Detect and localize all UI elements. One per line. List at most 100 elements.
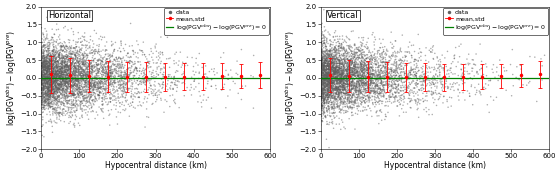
Point	[447, 62, 456, 65]
Point	[38, 62, 46, 65]
Point	[59, 85, 68, 88]
Point	[352, 86, 361, 89]
Point	[69, 88, 78, 91]
Point	[341, 101, 350, 103]
Point	[99, 73, 108, 76]
Point	[319, 99, 328, 102]
Point	[63, 74, 72, 77]
Point	[396, 63, 405, 66]
Point	[317, 72, 326, 75]
Point	[332, 75, 340, 78]
Point	[367, 76, 376, 79]
Point	[80, 70, 88, 73]
Point	[56, 80, 65, 83]
Point	[132, 82, 141, 84]
Point	[317, 57, 326, 60]
Point	[65, 59, 74, 61]
Point	[100, 56, 109, 58]
Point	[454, 61, 463, 63]
Point	[39, 60, 48, 63]
Point	[343, 70, 352, 73]
Point	[433, 57, 442, 59]
Point	[394, 88, 403, 91]
Point	[47, 61, 56, 64]
Point	[356, 89, 365, 92]
Point	[70, 93, 79, 96]
Point	[47, 92, 56, 94]
Point	[320, 91, 329, 94]
Point	[365, 55, 374, 58]
Point	[44, 89, 53, 92]
Point	[333, 74, 342, 77]
Point	[317, 63, 326, 66]
Point	[56, 68, 65, 71]
Point	[85, 90, 94, 93]
Point	[90, 65, 99, 68]
Point	[53, 73, 62, 76]
Point	[44, 87, 53, 90]
Point	[60, 84, 69, 87]
Point	[81, 91, 90, 94]
Point	[53, 72, 62, 74]
Point	[316, 115, 325, 118]
Point	[349, 73, 358, 76]
Point	[67, 81, 76, 84]
Point	[41, 61, 50, 64]
Point	[317, 48, 326, 51]
Point	[41, 68, 50, 71]
Point	[336, 73, 345, 75]
Point	[368, 74, 377, 77]
Point	[44, 41, 53, 44]
Point	[329, 88, 338, 91]
Point	[69, 69, 78, 72]
Point	[361, 97, 370, 100]
Point	[55, 94, 64, 97]
Point	[397, 74, 406, 77]
Point	[352, 51, 361, 54]
Point	[102, 58, 111, 61]
Point	[94, 87, 102, 89]
Point	[323, 79, 332, 82]
Point	[323, 58, 332, 61]
Point	[58, 60, 67, 63]
Point	[72, 64, 81, 67]
Point	[324, 86, 333, 89]
Point	[328, 89, 337, 92]
Point	[58, 49, 67, 52]
Point	[76, 72, 85, 74]
Point	[60, 57, 69, 60]
Point	[366, 73, 375, 76]
Point	[45, 83, 54, 86]
Point	[49, 83, 58, 85]
Point	[333, 77, 342, 79]
Point	[320, 96, 329, 98]
Point	[72, 109, 81, 112]
Point	[39, 68, 48, 71]
Point	[330, 97, 339, 100]
Point	[378, 61, 387, 64]
Point	[71, 105, 80, 108]
Point	[326, 97, 335, 100]
Point	[37, 70, 46, 73]
Point	[359, 78, 368, 80]
Point	[102, 49, 111, 52]
Point	[113, 66, 122, 68]
Point	[321, 96, 330, 98]
Point	[327, 121, 336, 124]
Point	[348, 70, 357, 72]
Point	[76, 67, 85, 70]
Point	[318, 74, 326, 77]
Point	[79, 73, 88, 76]
Point	[50, 90, 59, 92]
Point	[325, 77, 334, 80]
Point	[374, 76, 382, 78]
Point	[340, 83, 349, 86]
Point	[356, 92, 365, 95]
Point	[339, 88, 348, 91]
Point	[377, 80, 386, 82]
Point	[41, 61, 50, 64]
Point	[85, 71, 94, 74]
Point	[116, 69, 125, 72]
Point	[324, 71, 333, 74]
Point	[390, 96, 399, 99]
